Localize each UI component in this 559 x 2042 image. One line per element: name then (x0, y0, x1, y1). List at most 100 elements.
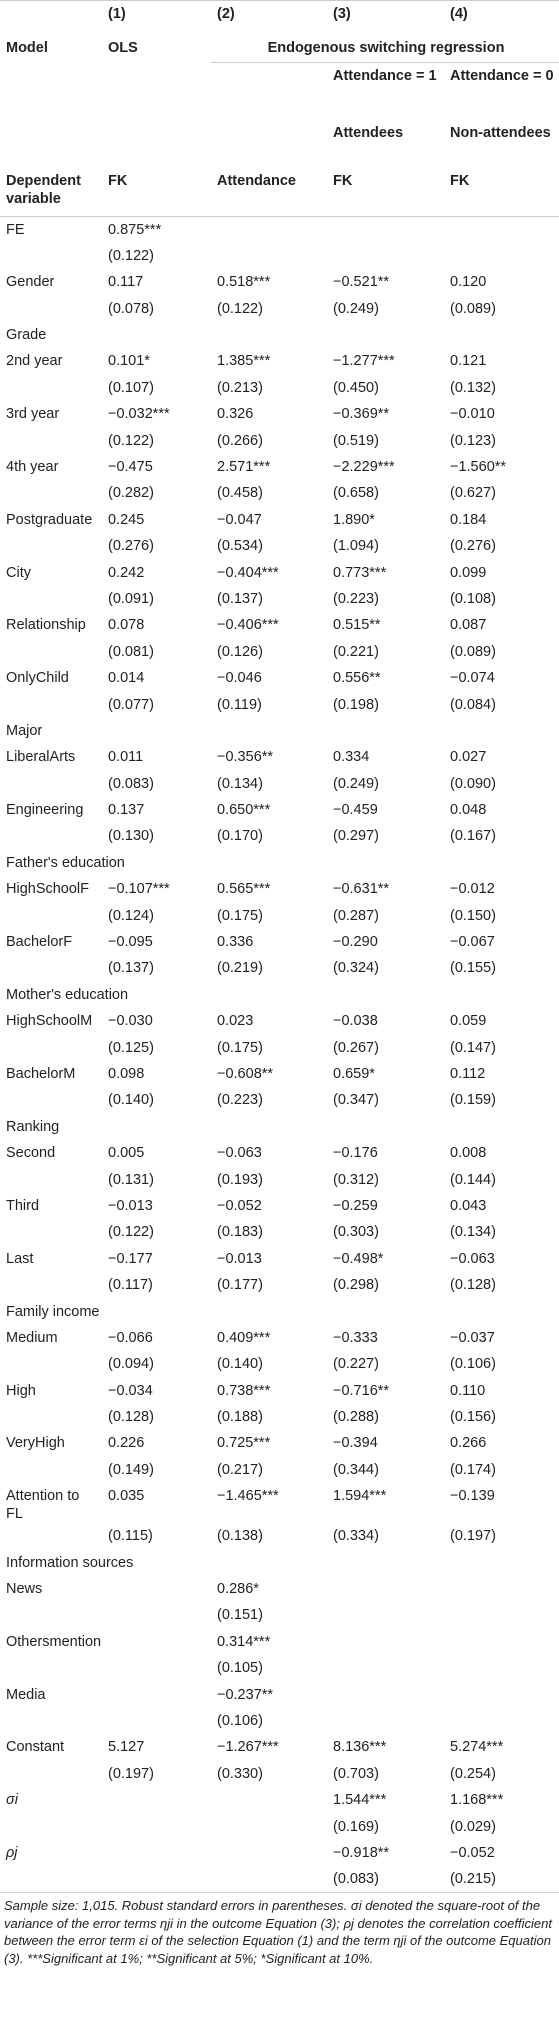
coefficient: 0.409*** (217, 1329, 271, 1346)
spacer (0, 1655, 102, 1681)
std-error: (0.147) (450, 1039, 496, 1056)
coefficient: 0.099 (450, 564, 487, 581)
coefficient: 0.035 (108, 1488, 145, 1505)
std-error: (0.344) (333, 1461, 379, 1478)
coefficient: 1.168*** (450, 1792, 504, 1809)
coef-row: HighSchoolF −0.107*** 0.565*** −0.631** −0.0… (0, 876, 559, 902)
coefficient: 0.245 (108, 511, 145, 528)
coefficient: −0.290 (333, 934, 378, 951)
std-error: (0.188) (217, 1409, 263, 1426)
std-error: (0.197) (108, 1765, 154, 1782)
std-error: (0.081) (108, 643, 154, 660)
std-error: (0.117) (108, 1277, 153, 1294)
coefficient: 0.286* (217, 1581, 259, 1598)
row-label: BachelorM (6, 1066, 76, 1082)
coefficient: 0.314*** (217, 1633, 271, 1650)
coef-row: 3rd year −0.032*** 0.326 −0.369** −0.010 (0, 401, 559, 427)
std-error: (0.094) (108, 1356, 154, 1373)
coefficient: 0.738*** (217, 1382, 271, 1399)
row-label: LiberalArts (6, 749, 76, 766)
std-error: (0.303) (333, 1224, 379, 1241)
std-error (327, 243, 444, 269)
se-row: (0.083) (0.215) (0, 1866, 559, 1892)
std-error: (0.267) (333, 1039, 379, 1056)
std-error: (0.090) (450, 775, 496, 792)
std-error (102, 1708, 211, 1734)
ols-label: OLS (108, 39, 138, 56)
coefficient: 1.544*** (333, 1792, 387, 1809)
coefficient: −0.177 (108, 1250, 153, 1267)
std-error: (0.276) (108, 538, 154, 555)
std-error: (0.330) (217, 1765, 263, 1782)
dependent-var: FK (444, 168, 559, 217)
group-heading: Ranking (6, 1118, 60, 1135)
se-row: (0.106) (0, 1708, 559, 1734)
spacer (0, 903, 102, 929)
std-error: (0.703) (333, 1765, 379, 1782)
se-row: (0.117) (0.177) (0.298) (0.128) (0, 1272, 559, 1298)
std-error: (0.132) (450, 379, 496, 396)
footnote: Sample size: 1,015. Robust standard erro… (4, 1898, 552, 1966)
coefficient: −0.052 (217, 1197, 262, 1214)
std-error (211, 1866, 327, 1892)
coefficient: 0.011 (108, 749, 144, 766)
std-error: (0.170) (217, 828, 263, 845)
coefficient: 0.184 (450, 511, 487, 528)
coefficient (327, 1682, 444, 1708)
coefficient (102, 1682, 211, 1708)
coefficient: −0.046 (217, 670, 262, 687)
std-error: (0.077) (108, 696, 154, 713)
coefficient: −0.047 (217, 511, 262, 528)
std-error: (0.658) (333, 485, 379, 502)
std-error: (0.458) (217, 485, 263, 502)
coefficient (211, 217, 327, 243)
se-row: (0.276) (0.534) (1.094) (0.276) (0, 533, 559, 559)
coef-row: OnlyChild 0.014 −0.046 0.556** −0.074 (0, 665, 559, 691)
std-error (327, 1602, 444, 1628)
std-error: (0.091) (108, 590, 154, 607)
coefficient: 0.336 (217, 934, 254, 951)
coefficient: −1.267*** (217, 1739, 279, 1756)
coefficient: −0.034 (108, 1382, 153, 1399)
spacer (0, 955, 102, 981)
row-label: Attention to FL (6, 1488, 80, 1523)
attendees: Attendees (333, 125, 404, 141)
group-heading: Grade (6, 327, 47, 344)
coefficient: 0.226 (108, 1435, 145, 1452)
std-error: (0.159) (450, 1092, 496, 1109)
row-label: HighSchoolF (6, 881, 90, 898)
group-row: Mother's education (0, 982, 559, 1008)
coefficient (327, 1576, 444, 1602)
coef-row: Attention to FL 0.035 −1.465*** 1.594*** −0.… (0, 1483, 559, 1523)
se-row: (0.137) (0.219) (0.324) (0.155) (0, 955, 559, 981)
col-number: (1) (108, 6, 126, 22)
std-error: (0.223) (333, 590, 379, 607)
coefficient: 0.110 (450, 1382, 486, 1399)
coefficient: −0.074 (450, 670, 495, 687)
row-label: City (6, 564, 31, 581)
spacer (0, 243, 102, 269)
se-row: (0.131) (0.193) (0.312) (0.144) (0, 1167, 559, 1193)
coefficient: 0.098 (108, 1066, 145, 1082)
coefficient: 0.023 (217, 1013, 254, 1030)
std-error: (0.324) (333, 960, 379, 977)
coefficient: −0.066 (108, 1329, 153, 1346)
se-row: (0.282) (0.458) (0.658) (0.627) (0, 480, 559, 506)
coefficient: 0.266 (450, 1435, 487, 1452)
coef-row: Last −0.177 −0.013 −0.498* −0.063 (0, 1246, 559, 1272)
coefficient: −0.369** (333, 406, 390, 423)
std-error: (0.108) (450, 590, 496, 607)
group-row: Ranking (0, 1114, 559, 1140)
coefficient: 0.121 (450, 353, 487, 370)
std-error: (0.083) (108, 775, 154, 792)
std-error: (0.219) (217, 960, 263, 977)
std-error: (0.128) (450, 1277, 496, 1294)
coefficient: 0.242 (108, 564, 145, 581)
coefficient: 5.274*** (450, 1739, 504, 1756)
std-error (327, 1655, 444, 1681)
row-label: Gender (6, 274, 55, 291)
std-error: (0.298) (333, 1277, 379, 1294)
spacer (0, 1457, 102, 1483)
row-label: Last (6, 1250, 34, 1267)
coefficient: −0.038 (333, 1013, 378, 1030)
